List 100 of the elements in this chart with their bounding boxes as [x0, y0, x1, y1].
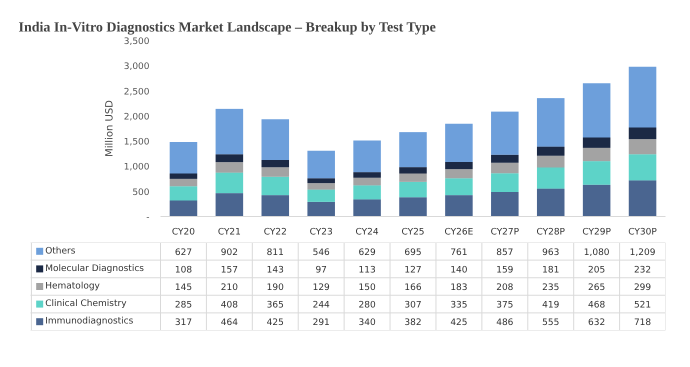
data-label: 857 — [496, 248, 514, 258]
bar — [307, 178, 335, 184]
bar — [536, 146, 564, 156]
bar — [399, 132, 427, 168]
bar — [445, 195, 473, 216]
data-label: 963 — [542, 248, 560, 258]
bar — [399, 167, 427, 174]
bar — [491, 173, 519, 192]
bar — [262, 195, 290, 216]
data-label: 183 — [450, 283, 468, 293]
data-label: 419 — [542, 300, 560, 311]
data-label: 464 — [220, 318, 238, 328]
bar — [262, 176, 290, 196]
bar — [399, 182, 427, 198]
x-tick-label: CY24 — [356, 228, 379, 238]
data-label: 235 — [542, 283, 560, 293]
bar — [582, 138, 610, 148]
bar — [582, 83, 610, 138]
x-tick-label: CY29P — [582, 228, 612, 238]
bar — [170, 186, 198, 201]
data-label: 408 — [220, 300, 238, 311]
bar — [307, 202, 335, 216]
data-label: 181 — [542, 265, 560, 276]
bar — [170, 178, 198, 186]
y-tick-label: 500 — [132, 188, 150, 198]
bar — [491, 154, 519, 163]
y-tick-label: 3,500 — [124, 37, 150, 47]
y-axis-title: Million USD — [104, 100, 116, 157]
data-label: 145 — [174, 283, 192, 293]
data-label: 299 — [634, 283, 652, 293]
data-label: 1,080 — [584, 248, 610, 258]
x-tick-label: CY25 — [401, 228, 425, 238]
data-label: 113 — [358, 265, 376, 276]
x-tick-label: CY26E — [444, 228, 474, 238]
data-label: 382 — [404, 318, 422, 328]
bar — [536, 168, 564, 189]
bar — [216, 154, 244, 162]
x-tick-label: CY28P — [536, 228, 566, 238]
bar — [307, 190, 335, 202]
data-label: 140 — [450, 265, 468, 276]
bar — [445, 169, 473, 178]
data-label: 627 — [174, 248, 192, 258]
bar — [536, 98, 564, 147]
data-label: 129 — [312, 283, 330, 293]
bar — [170, 142, 198, 174]
data-label: 210 — [220, 283, 238, 293]
data-label: 1,209 — [630, 248, 656, 258]
data-label: 340 — [358, 318, 376, 328]
data-label: 291 — [312, 318, 330, 328]
bar — [353, 199, 381, 216]
bar — [307, 150, 335, 178]
bar — [353, 172, 381, 178]
bar — [491, 162, 519, 174]
y-tick-label: 3,000 — [124, 62, 150, 72]
data-label: 632 — [588, 318, 606, 328]
y-tick-label: - — [146, 213, 150, 223]
data-label: 232 — [634, 265, 652, 276]
data-label: 143 — [266, 265, 284, 276]
bar — [536, 188, 564, 216]
data-label: 718 — [634, 318, 652, 328]
data-label: 307 — [404, 300, 422, 311]
bar — [628, 180, 656, 216]
bar — [399, 174, 427, 182]
bar — [582, 184, 610, 216]
bar — [445, 162, 473, 170]
data-label: 425 — [450, 318, 468, 328]
bar — [582, 148, 610, 162]
x-tick-label: CY20 — [172, 228, 196, 238]
bar — [353, 140, 381, 172]
bar — [216, 193, 244, 216]
data-label: 190 — [266, 283, 284, 293]
legend-label: Immunodiagnostics — [45, 316, 134, 327]
y-tick-label: 1,000 — [124, 162, 150, 173]
data-label: 159 — [496, 265, 514, 276]
bar — [307, 183, 335, 190]
bar — [628, 154, 656, 180]
legend-label: Clinical Chemistry — [45, 299, 128, 310]
x-tick-label: CY22 — [264, 228, 287, 238]
data-label: 208 — [496, 283, 514, 293]
bar — [536, 156, 564, 168]
data-label: 425 — [266, 318, 284, 328]
data-label: 629 — [358, 248, 376, 258]
bar — [216, 172, 244, 194]
data-label: 811 — [266, 248, 284, 258]
bar — [628, 66, 656, 128]
x-tick-label: CY23 — [310, 228, 333, 238]
data-label: 335 — [450, 300, 468, 311]
data-label: 555 — [542, 318, 560, 328]
chart-title: India In-Vitro Diagnostics Market Landscape – Breakup by Test Type — [18, 20, 436, 36]
bar — [262, 119, 290, 160]
bar — [353, 185, 381, 200]
bar — [262, 160, 290, 168]
bar — [628, 127, 656, 140]
bar — [445, 178, 473, 196]
data-label: 375 — [496, 300, 514, 311]
bar — [445, 124, 473, 162]
data-label: 521 — [634, 300, 652, 311]
bar — [170, 174, 198, 179]
data-label: 166 — [404, 283, 422, 293]
bar — [582, 161, 610, 185]
